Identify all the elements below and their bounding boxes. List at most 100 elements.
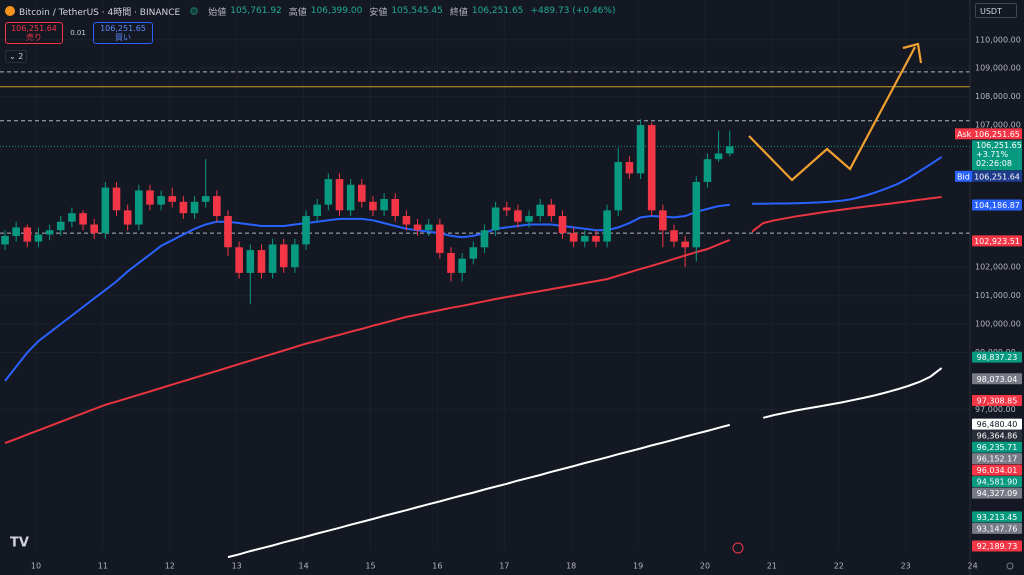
candle-body bbox=[358, 184, 366, 202]
price-label-box bbox=[972, 441, 1022, 453]
price-label: 96,364.86 bbox=[977, 432, 1018, 441]
x-tick-label: 20 bbox=[700, 562, 710, 571]
ohlc-value: 106,399.00 bbox=[310, 6, 363, 16]
candle-body bbox=[692, 181, 701, 248]
last-box bbox=[972, 140, 1022, 171]
candle-body bbox=[90, 224, 98, 234]
y-tick-label: 109,000.00 bbox=[975, 64, 1021, 73]
candle-body bbox=[23, 227, 32, 242]
candle-body bbox=[101, 187, 110, 234]
price-label-box bbox=[972, 430, 1022, 442]
price-label-box bbox=[972, 418, 1022, 430]
market-status bbox=[190, 7, 199, 15]
x-tick-label: 17 bbox=[499, 562, 509, 571]
buy-label: 買い bbox=[115, 33, 131, 42]
y-tick-label: 102,000.00 bbox=[975, 263, 1021, 272]
indicator-line bbox=[4, 196, 942, 445]
candle-body bbox=[45, 230, 54, 235]
candle-body bbox=[647, 125, 656, 211]
change-pct: +3.71% bbox=[976, 150, 1009, 159]
price-label: 98,837.23 bbox=[977, 353, 1018, 362]
candle-body bbox=[525, 216, 533, 222]
ohlc-label: 高値 bbox=[288, 7, 307, 18]
event-icon[interactable] bbox=[732, 542, 744, 554]
price-label-box bbox=[972, 511, 1022, 523]
price-label-box bbox=[972, 235, 1022, 247]
layout-count: 2 bbox=[18, 52, 24, 61]
x-tick-label: 21 bbox=[767, 562, 777, 571]
candle-body bbox=[547, 204, 556, 217]
candle-body bbox=[659, 210, 667, 231]
candle-body bbox=[480, 230, 489, 248]
candle-body bbox=[168, 196, 177, 202]
settings-icon[interactable] bbox=[1006, 562, 1014, 570]
indicator-line bbox=[227, 367, 943, 559]
price-label-box bbox=[972, 395, 1022, 407]
ohlc-value: 105,761.92 bbox=[230, 6, 282, 16]
candle-body bbox=[413, 224, 422, 231]
last-price: 106,251.65 bbox=[976, 141, 1022, 150]
ohlc-label: 終値 bbox=[449, 7, 468, 18]
y-tick-label: 110,000.00 bbox=[975, 35, 1021, 44]
candle-body bbox=[279, 244, 288, 268]
candle-body bbox=[502, 207, 511, 211]
sell-button[interactable]: 106,251.64 売り bbox=[5, 22, 63, 44]
ohlc-value: 105,545.45 bbox=[391, 6, 443, 16]
change: +489.73 (+0.46%) bbox=[530, 6, 616, 16]
symbol-header: Bitcoin / TetherUS · 4時間 · BINANCE 始値 105… bbox=[5, 4, 618, 18]
price-label: 94,327.09 bbox=[977, 489, 1018, 498]
layout-toggle[interactable]: ⌄ 2 bbox=[5, 50, 28, 63]
x-tick-label: 10 bbox=[31, 562, 41, 571]
arrow-head bbox=[902, 42, 923, 64]
candle-body bbox=[56, 221, 65, 231]
x-tick-label: 24 bbox=[968, 562, 978, 571]
buy-button[interactable]: 106,251.65 買い bbox=[93, 22, 153, 44]
price-label: 98,073.04 bbox=[977, 375, 1018, 384]
price-label: 92,189.73 bbox=[977, 542, 1018, 551]
price-label: 97,308.85 bbox=[977, 397, 1018, 406]
countdown: 02:26:08 bbox=[976, 159, 1012, 168]
candle-body bbox=[123, 210, 132, 225]
candle-body bbox=[514, 210, 522, 222]
candle-body bbox=[725, 146, 734, 154]
candle-body bbox=[369, 201, 377, 211]
candle-body bbox=[201, 196, 210, 202]
bid-box bbox=[972, 170, 1022, 182]
candle-body bbox=[491, 207, 500, 231]
symbol: Bitcoin / TetherUS · 4時間 · BINANCE bbox=[19, 7, 181, 18]
candle-body bbox=[714, 153, 723, 160]
candle-body bbox=[79, 213, 87, 225]
y-tick-label: 100,000.00 bbox=[975, 320, 1021, 329]
y-tick-label: 97,000.00 bbox=[975, 405, 1016, 414]
currency-select[interactable]: USDT bbox=[975, 3, 1017, 18]
sell-label: 売り bbox=[26, 33, 42, 42]
candle-body bbox=[670, 230, 678, 242]
price-label: 102,923.51 bbox=[974, 237, 1020, 246]
price-label-box bbox=[972, 487, 1022, 499]
y-tick-label: 101,000.00 bbox=[975, 291, 1021, 300]
price-label-box bbox=[972, 351, 1022, 363]
tv-logo: TV bbox=[10, 536, 29, 551]
x-tick-label: 16 bbox=[432, 562, 442, 571]
candle-body bbox=[268, 244, 277, 273]
indicator-line bbox=[4, 156, 943, 382]
candle-body bbox=[469, 247, 478, 259]
candle-body bbox=[614, 162, 623, 211]
bid-label: Bid bbox=[957, 172, 970, 181]
ask-price: 106,251.65 bbox=[974, 130, 1020, 139]
price-label-box bbox=[972, 453, 1022, 465]
candle-body bbox=[703, 159, 712, 182]
price-label-box bbox=[972, 464, 1022, 476]
ask-label: Ask bbox=[957, 130, 972, 139]
candle-body bbox=[213, 196, 221, 217]
candle-body bbox=[681, 241, 689, 248]
coin-icon bbox=[5, 6, 15, 16]
currency: USDT bbox=[980, 7, 1002, 16]
price-label: 96,235.71 bbox=[977, 443, 1018, 452]
sell-price: 106,251.64 bbox=[11, 24, 57, 33]
candle-body bbox=[447, 252, 455, 273]
candle-body bbox=[135, 190, 143, 225]
ask-tag bbox=[955, 128, 972, 140]
price-label: 96,152.17 bbox=[977, 455, 1018, 464]
